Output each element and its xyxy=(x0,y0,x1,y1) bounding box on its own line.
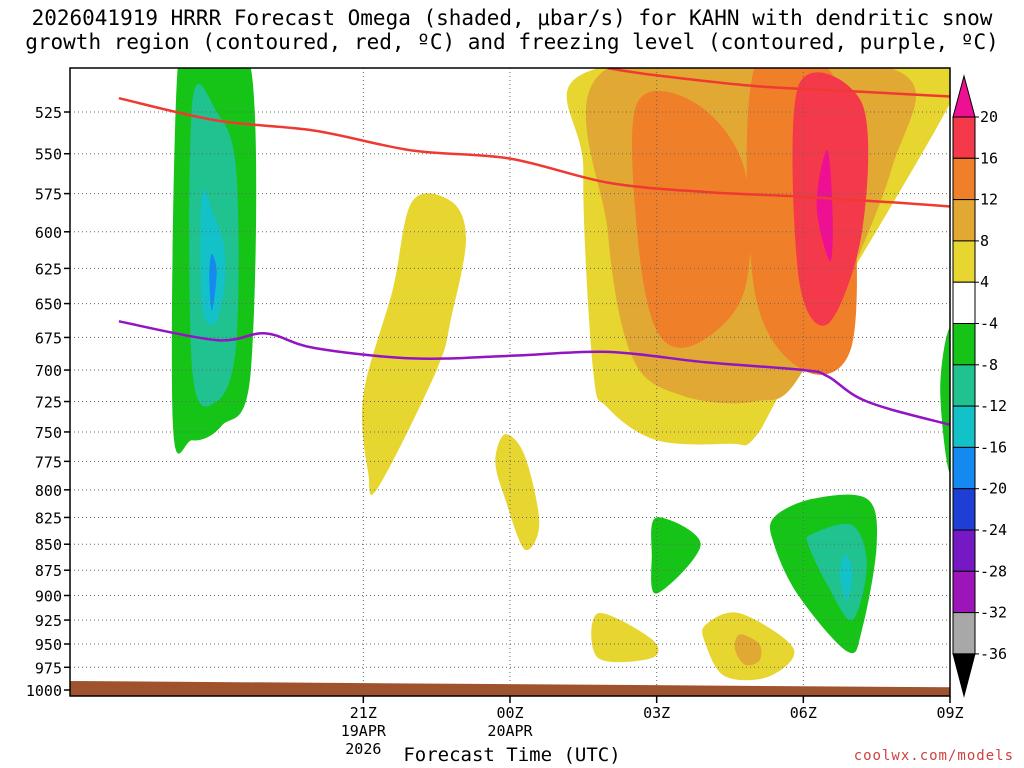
colorbar-swatch xyxy=(952,116,976,159)
y-tick-label: 675 xyxy=(35,329,62,347)
colorbar-swatch xyxy=(952,570,976,614)
title-line-1: 2026041919 HRRR Forecast Omega (shaded, … xyxy=(31,6,993,30)
x-tick-label: 09Z xyxy=(936,704,963,722)
x-tick-date: 2026 xyxy=(345,740,381,758)
title-line-2: growth region (contoured, red, ºC) and f… xyxy=(25,30,999,54)
omega-neg-875-inner xyxy=(839,554,853,601)
y-tick-label: 875 xyxy=(35,562,62,580)
omega-region-lower-c-core xyxy=(734,634,762,666)
x-tick-date: 20APR xyxy=(487,722,533,740)
colorbar-label: 20 xyxy=(980,108,998,126)
freezing-level-contour xyxy=(118,320,950,426)
colorbar-label: -8 xyxy=(980,356,998,374)
x-axis-title: Forecast Time (UTC) xyxy=(403,744,621,766)
y-tick-label: 975 xyxy=(35,659,62,677)
colorbar-swatch xyxy=(952,323,976,366)
grid xyxy=(70,68,950,696)
omega-red-inner xyxy=(816,149,833,262)
colorbar-label: 12 xyxy=(980,191,998,209)
omega-neg-725 xyxy=(940,328,950,473)
colorbar-swatch xyxy=(952,446,976,490)
colorbar-swatch xyxy=(952,405,976,448)
colorbar-top-arrow xyxy=(952,74,976,118)
y-tick-label: 850 xyxy=(35,536,62,554)
colorbar-swatch xyxy=(952,529,976,572)
y-tick-label: 650 xyxy=(35,296,62,314)
y-tick-label: 750 xyxy=(35,424,62,442)
plot-area xyxy=(70,68,950,696)
y-tick-label: 950 xyxy=(35,636,62,654)
x-tick-label: 00Z xyxy=(496,704,523,722)
colorbar-label: -12 xyxy=(980,397,1007,415)
y-tick-label: 775 xyxy=(35,453,62,471)
colorbar-swatch xyxy=(952,240,976,283)
y-tick-label: 625 xyxy=(35,260,62,278)
omega-region-lower-a xyxy=(495,434,540,551)
colorbar-swatch xyxy=(952,157,976,201)
y-tick-label: 575 xyxy=(35,186,62,204)
colorbar-label: 16 xyxy=(980,149,998,167)
colorbar-swatch xyxy=(952,612,976,655)
colorbar: 20 16 12 8 4 -4 -8 -12 -16 -20 -24 -28 -32 -36 xyxy=(952,74,1007,698)
colorbar-label: 4 xyxy=(980,273,989,291)
colorbar-label: 8 xyxy=(980,232,989,250)
omega-shading xyxy=(171,68,950,681)
dgz-contour-lower xyxy=(118,96,950,208)
y-tick-label: 900 xyxy=(35,587,62,605)
colorbar-label: -32 xyxy=(980,604,1007,622)
x-tick-label: 03Z xyxy=(643,704,670,722)
omega-neg-875-core xyxy=(806,523,867,621)
x-tick-label: 21Z xyxy=(350,704,377,722)
y-tick-label: 925 xyxy=(35,612,62,630)
y-tick-label: 550 xyxy=(35,146,62,164)
colorbar-swatch xyxy=(952,364,976,407)
omega-neg-850 xyxy=(651,517,701,594)
colorbar-swatch xyxy=(952,281,976,325)
x-tick-date: 19APR xyxy=(341,722,387,740)
colorbar-label: -28 xyxy=(980,562,1007,580)
colorbar-bottom-arrow xyxy=(952,653,976,698)
y-tick-label: 825 xyxy=(35,509,62,527)
omega-region-lower-b xyxy=(591,612,659,663)
colorbar-label: -20 xyxy=(980,480,1007,498)
colorbar-label: -4 xyxy=(980,315,998,333)
y-tick-label: 725 xyxy=(35,394,62,412)
chart-title: 2026041919 HRRR Forecast Omega (shaded, … xyxy=(0,6,1024,54)
colorbar-label: -16 xyxy=(980,438,1007,456)
y-tick-label: 800 xyxy=(35,482,62,500)
y-tick-label: 525 xyxy=(35,104,62,122)
dgz-contour-upper xyxy=(607,68,950,98)
x-axis: 21Z19APR202600Z20APR03Z06Z09Z12Z xyxy=(341,696,964,758)
colorbar-label: -24 xyxy=(980,521,1007,539)
x-tick-label: 06Z xyxy=(790,704,817,722)
colorbar-swatch xyxy=(952,199,976,242)
colorbar-swatch xyxy=(952,488,976,531)
credit-text: coolwx.com/models xyxy=(853,748,1014,764)
y-tick-label: 600 xyxy=(35,224,62,242)
omega-region-7 xyxy=(631,90,751,348)
contours xyxy=(118,68,950,426)
y-tick-label: 1000 xyxy=(26,682,62,700)
colorbar-label: -36 xyxy=(980,645,1007,663)
y-tick-label: 700 xyxy=(35,362,62,380)
y-axis: 525 550 575 600 625 650 675 700 725 750 775 800 825 8… xyxy=(26,104,70,700)
omega-region-4 xyxy=(362,193,466,495)
